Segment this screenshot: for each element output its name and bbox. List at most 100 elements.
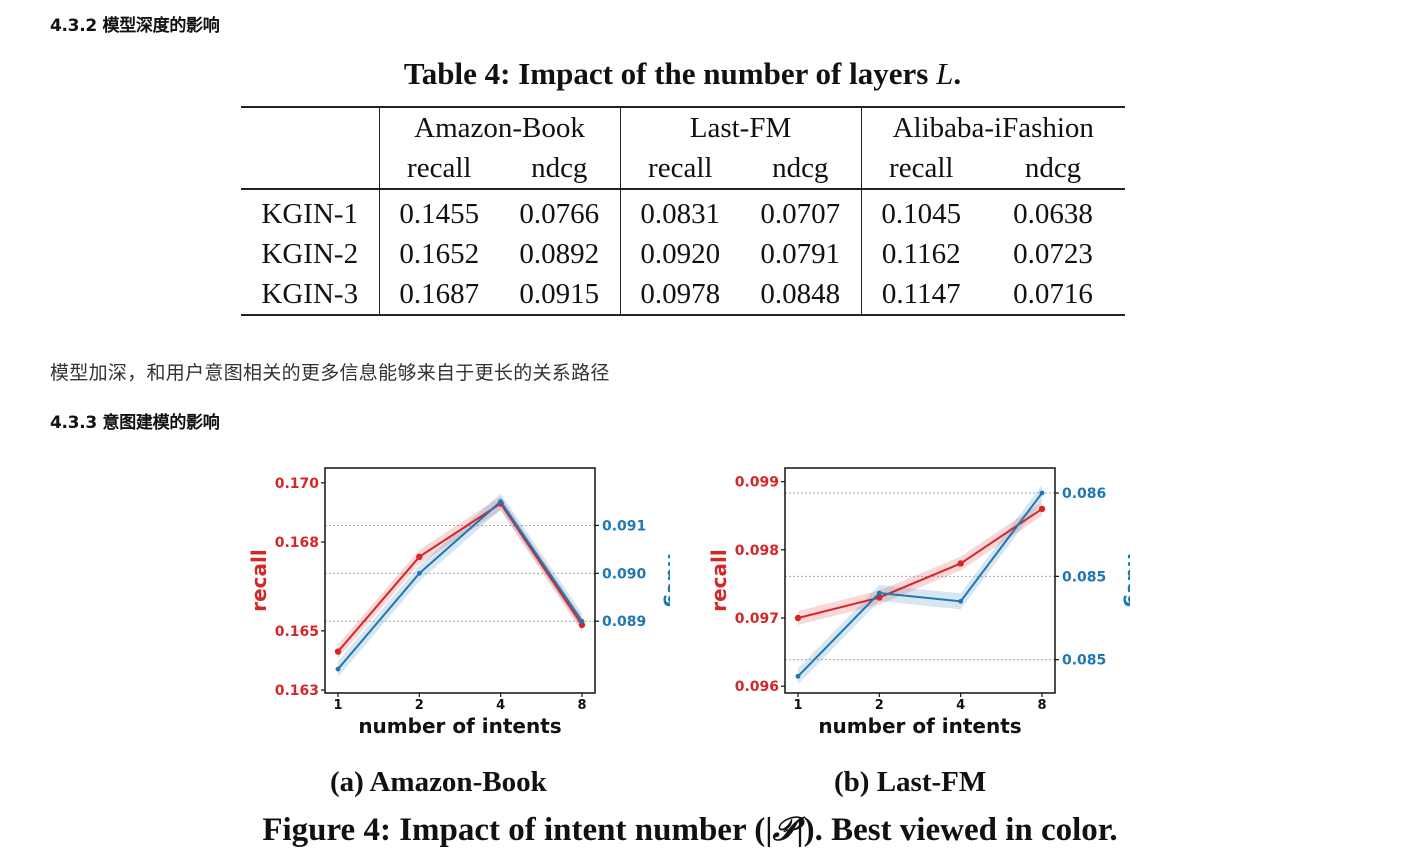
table-title-var: L: [936, 56, 954, 91]
metric-header: recall: [379, 148, 499, 190]
y-right-tick-label: 0.089: [602, 614, 646, 630]
recall-data-point: [334, 648, 342, 655]
chart-amazon-book: 1 2 4 8 number of intents 0.163 0.165 0.168 0.17…: [247, 467, 670, 738]
table-row: KGIN-2 0.1652 0.0892 0.0920 0.0791 0.116…: [241, 234, 1125, 274]
plot-frame: [324, 467, 596, 694]
metric-header: recall: [861, 148, 981, 190]
y-right-axis-label: ndcg: [1123, 553, 1130, 608]
y-right-tick-label: 0.085: [1062, 653, 1106, 669]
subfigure-caption-a: (a) Amazon-Book: [330, 766, 547, 798]
table-cell: 0.0915: [499, 274, 621, 316]
table-header-metrics: recall ndcg recall ndcg recall ndcg: [241, 148, 1125, 190]
y-right-tick-label: 0.086: [1062, 486, 1106, 502]
table-corner: [241, 106, 380, 148]
recall-confidence-band: [798, 501, 1042, 625]
table-cell: 0.0892: [499, 234, 621, 274]
y-left-tick-label: 0.168: [275, 535, 319, 551]
table-cell: 0.0848: [740, 274, 862, 316]
ndcg-data-point: [876, 590, 882, 596]
dataset-header: Last-FM: [620, 106, 862, 148]
recall-series-line: [797, 508, 1043, 619]
x-axis-label: number of intents: [818, 714, 1021, 738]
table-cell: 0.1687: [379, 274, 499, 316]
table-cell: 0.1147: [861, 274, 981, 316]
recall-data-point: [416, 553, 423, 561]
subfigure-caption-b: (b) Last-FM: [834, 766, 987, 798]
recall-series-line: [337, 502, 583, 653]
metric-header: recall: [620, 148, 740, 190]
metric-header: ndcg: [740, 148, 862, 190]
table-cell: 0.1162: [881, 238, 961, 270]
x-axis-label: number of intents: [358, 714, 561, 738]
y-left-tick-label: 0.165: [275, 624, 319, 640]
y-left-tick-label: 0.096: [735, 679, 779, 695]
ndcg-data-point: [958, 598, 964, 604]
row-label: KGIN-3: [241, 274, 380, 316]
figure-caption-post: |). Best viewed in color.: [796, 812, 1118, 848]
table-title-end: .: [953, 56, 962, 91]
table-cell: 0.0716: [981, 274, 1125, 316]
ndcg-data-point: [498, 499, 504, 504]
plot-frame: [784, 467, 1056, 694]
y-left-tick-label: 0.163: [275, 683, 319, 699]
table-title: Table 4: Impact of the number of layers …: [0, 56, 1365, 92]
recall-data-point: [957, 560, 964, 567]
x-tick-label: 8: [1037, 698, 1046, 713]
table-title-main: Table 4: Impact of the number of layers: [403, 56, 937, 91]
y-right-tick-label: 0.090: [602, 566, 647, 582]
y-left-tick-label: 0.097: [735, 611, 779, 627]
recall-confidence-band: [338, 496, 582, 659]
y-left-axis-label: recall: [707, 549, 731, 612]
y-left-tick-label: 0.170: [275, 476, 320, 492]
figure-caption-pre: Figure 4: Impact of intent number (|: [262, 812, 773, 848]
section-heading-4-3-2: 4.3.2 模型深度的影响: [50, 16, 220, 36]
table-corner: [241, 148, 380, 190]
x-tick-label: 4: [496, 698, 505, 713]
metric-header: ndcg: [981, 148, 1125, 190]
table-cell: 0.0920: [640, 238, 721, 270]
ndcg-data-point: [416, 570, 422, 576]
ndcg-data-point: [579, 618, 585, 624]
recall-data-point: [1038, 505, 1046, 513]
row-label: KGIN-1: [241, 194, 380, 234]
x-tick-label: 1: [793, 698, 802, 713]
table-cell: 0.0831: [640, 198, 721, 230]
ndcg-data-point: [1039, 490, 1045, 496]
dataset-header: Alibaba-iFashion: [861, 106, 1125, 148]
section-heading-4-3-3: 4.3.3 意图建模的影响: [50, 413, 220, 433]
table-cell: 0.0766: [499, 194, 621, 234]
dataset-header: Amazon-Book: [379, 106, 621, 148]
table-cell: 0.0638: [1013, 198, 1093, 230]
row-label: KGIN-2: [241, 234, 380, 274]
y-left-tick-label: 0.099: [735, 475, 779, 491]
table-row: KGIN-1 0.1455 0.0766 0.0831 0.0707 0.104…: [241, 194, 1125, 234]
x-tick-label: 2: [415, 698, 424, 713]
table-double-rule: [241, 188, 1125, 194]
figure-caption: Figure 4: Impact of intent number (|𝒫|).…: [0, 812, 1380, 849]
figure-caption-symbol: 𝒫: [772, 812, 797, 848]
ndcg-confidence-band: [338, 493, 582, 678]
chart-last-fm: 1 2 4 8 number of intents 0.096 0.097 0.098 0.09…: [707, 467, 1130, 738]
results-table: Amazon-Book Last-FM Alibaba-iFashion rec…: [241, 106, 1125, 316]
x-tick-label: 2: [875, 698, 884, 713]
y-left-axis-label: recall: [247, 549, 271, 612]
y-right-tick-label: 0.085: [1062, 569, 1106, 585]
table-header-datasets: Amazon-Book Last-FM Alibaba-iFashion: [241, 106, 1125, 148]
ndcg-series-line: [797, 492, 1043, 678]
table-row: KGIN-3 0.1687 0.0915 0.0978 0.0848 0.114…: [241, 274, 1125, 316]
table-cell: 0.1045: [881, 198, 962, 230]
metric-header: ndcg: [499, 148, 621, 190]
table-cell: 0.0791: [740, 234, 862, 274]
y-right-axis-label: ndcg: [663, 553, 670, 608]
recall-data-point: [794, 614, 802, 622]
table-cell: 0.0723: [1013, 238, 1093, 270]
body-paragraph: 模型加深，和用户意图相关的更多信息能够来自于更长的关系路径: [50, 362, 610, 384]
recall-data-point: [578, 621, 586, 629]
table-cell: 0.1652: [399, 238, 480, 270]
ndcg-data-point: [335, 666, 341, 672]
y-left-tick-label: 0.098: [735, 543, 779, 559]
table-cell: 0.0707: [740, 194, 862, 234]
x-tick-label: 1: [333, 698, 342, 713]
table-cell: 0.1455: [399, 198, 480, 230]
y-right-tick-label: 0.091: [602, 518, 646, 534]
